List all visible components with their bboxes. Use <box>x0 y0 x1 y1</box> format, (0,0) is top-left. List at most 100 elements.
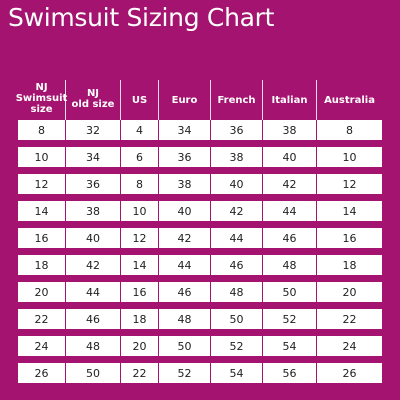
table-cell: 16 <box>34 231 49 245</box>
table-cell: 18 <box>120 309 158 329</box>
table-cell: 34 <box>158 120 210 140</box>
table-cell: 38 <box>158 174 210 194</box>
table-cell: 40 <box>262 147 316 167</box>
header-french: French <box>210 80 262 120</box>
header-label-line: US <box>131 95 148 106</box>
header-label-line: Australia <box>324 95 375 106</box>
table-cell: 22 <box>34 312 49 326</box>
header-label-line: NJ <box>35 82 48 93</box>
table-header: NJ Swimsuit size NJ old size US Euro Fre… <box>15 80 382 120</box>
table-cell: 8 <box>120 174 158 194</box>
header-italian: Italian <box>262 80 316 120</box>
table-cell: 24 <box>316 336 382 356</box>
table-cell: 20 <box>120 336 158 356</box>
table-body: 8 32 4 34 36 38 8 10 34 6 36 38 40 10 12 36 8 38 40 42 12 14 3… <box>18 120 382 390</box>
table-row: 18 42 14 44 46 48 18 <box>18 255 382 275</box>
table-cell: 38 <box>262 120 316 140</box>
table-cell: 44 <box>262 201 316 221</box>
table-cell: 20 <box>316 282 382 302</box>
table-cell: 46 <box>158 282 210 302</box>
table-cell: 46 <box>262 228 316 248</box>
header-label-line: old size <box>71 99 115 110</box>
table-cell: 42 <box>210 201 262 221</box>
table-cell: 52 <box>158 363 210 383</box>
table-cell: 24 <box>34 339 49 353</box>
table-cell: 18 <box>34 258 49 272</box>
table-row: 12 36 8 38 40 42 12 <box>18 174 382 194</box>
table-cell: 12 <box>120 228 158 248</box>
table-cell: 38 <box>65 201 120 221</box>
table-cell: 10 <box>34 150 49 164</box>
table-row: 24 48 20 50 52 54 24 <box>18 336 382 356</box>
table-cell: 50 <box>262 282 316 302</box>
table-row: 26 50 22 52 54 56 26 <box>18 363 382 383</box>
table-cell: 40 <box>210 174 262 194</box>
table-cell: 14 <box>120 255 158 275</box>
table-cell: 34 <box>65 147 120 167</box>
table-cell: 42 <box>65 255 120 275</box>
table-cell: 10 <box>120 201 158 221</box>
table-cell: 36 <box>210 120 262 140</box>
table-cell: 14 <box>34 204 49 218</box>
table-cell: 50 <box>158 336 210 356</box>
table-cell: 50 <box>65 363 120 383</box>
header-label-line: Swimsuit <box>15 93 68 104</box>
table-cell: 40 <box>158 201 210 221</box>
table-cell: 26 <box>34 366 49 380</box>
header-label-line: French <box>217 95 256 106</box>
header-australia: Australia <box>316 80 382 120</box>
header-us: US <box>120 80 158 120</box>
header-label-line: size <box>30 104 53 115</box>
table-cell: 46 <box>65 309 120 329</box>
table-cell: 44 <box>210 228 262 248</box>
table-cell: 54 <box>210 363 262 383</box>
table-cell: 40 <box>65 228 120 248</box>
table-cell: 52 <box>262 309 316 329</box>
table-cell: 50 <box>210 309 262 329</box>
table-cell: 14 <box>316 201 382 221</box>
table-cell: 44 <box>158 255 210 275</box>
table-cell: 10 <box>316 147 382 167</box>
table-cell: 20 <box>34 285 49 299</box>
table-cell: 42 <box>262 174 316 194</box>
page-title: Swimsuit Sizing Chart <box>8 3 275 32</box>
table-cell: 32 <box>65 120 120 140</box>
table-cell: 12 <box>316 174 382 194</box>
table-cell: 48 <box>65 336 120 356</box>
table-cell: 22 <box>120 363 158 383</box>
header-nj-swimsuit-size: NJ Swimsuit size <box>15 80 68 120</box>
table-cell: 46 <box>210 255 262 275</box>
table-cell: 16 <box>120 282 158 302</box>
table-cell: 22 <box>316 309 382 329</box>
table-cell: 16 <box>316 228 382 248</box>
table-cell: 8 <box>38 123 45 137</box>
table-cell: 48 <box>262 255 316 275</box>
table-cell: 36 <box>158 147 210 167</box>
table-row: 10 34 6 36 38 40 10 <box>18 147 382 167</box>
table-cell: 26 <box>316 363 382 383</box>
table-cell: 12 <box>34 177 49 191</box>
table-cell: 38 <box>210 147 262 167</box>
table-cell: 36 <box>65 174 120 194</box>
header-euro: Euro <box>158 80 210 120</box>
table-cell: 48 <box>158 309 210 329</box>
table-cell: 54 <box>262 336 316 356</box>
table-cell: 48 <box>210 282 262 302</box>
header-label-line: Euro <box>171 95 198 106</box>
table-row: 16 40 12 42 44 46 16 <box>18 228 382 248</box>
table-row: 20 44 16 46 48 50 20 <box>18 282 382 302</box>
table-row: 8 32 4 34 36 38 8 <box>18 120 382 140</box>
table-row: 14 38 10 40 42 44 14 <box>18 201 382 221</box>
table-cell: 4 <box>120 120 158 140</box>
table-cell: 52 <box>210 336 262 356</box>
table-cell: 56 <box>262 363 316 383</box>
table-cell: 42 <box>158 228 210 248</box>
table-cell: 44 <box>65 282 120 302</box>
header-nj-old-size: NJ old size <box>65 80 120 120</box>
table-cell: 6 <box>120 147 158 167</box>
table-cell: 8 <box>316 120 382 140</box>
table-row: 22 46 18 48 50 52 22 <box>18 309 382 329</box>
header-label-line: Italian <box>271 95 308 106</box>
header-label-line: NJ <box>86 88 100 99</box>
table-cell: 18 <box>316 255 382 275</box>
